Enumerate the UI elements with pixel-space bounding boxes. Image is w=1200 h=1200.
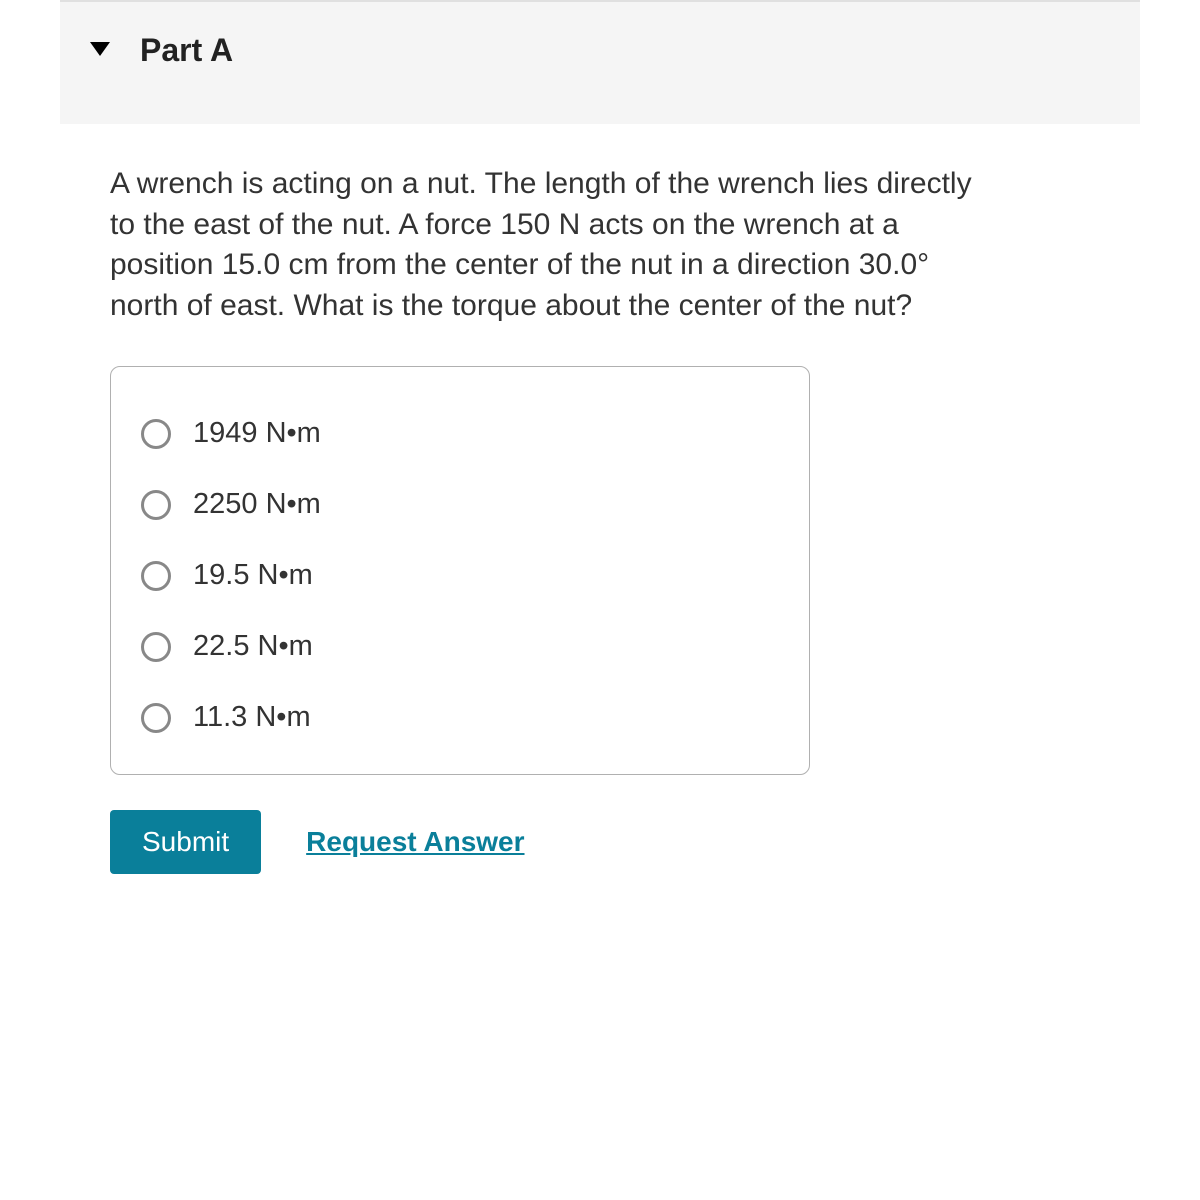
option-row[interactable]: 19.5 N•m [141,559,779,592]
radio-icon[interactable] [141,703,171,733]
content-area: A wrench is acting on a nut. The length … [0,124,1000,874]
option-label: 11.3 N•m [193,701,311,734]
part-title: Part A [140,32,233,69]
option-row[interactable]: 11.3 N•m [141,701,779,734]
radio-icon[interactable] [141,419,171,449]
radio-icon[interactable] [141,561,171,591]
part-header[interactable]: Part A [60,2,1140,124]
option-label: 22.5 N•m [193,630,313,663]
option-label: 2250 N•m [193,488,321,521]
options-box: 1949 N•m 2250 N•m 19.5 N•m 22.5 N•m 11.3… [110,366,810,775]
option-label: 1949 N•m [193,417,321,450]
radio-icon[interactable] [141,490,171,520]
actions-row: Submit Request Answer [110,810,1000,874]
option-row[interactable]: 22.5 N•m [141,630,779,663]
option-row[interactable]: 2250 N•m [141,488,779,521]
radio-icon[interactable] [141,632,171,662]
submit-button[interactable]: Submit [110,810,261,874]
option-row[interactable]: 1949 N•m [141,417,779,450]
option-label: 19.5 N•m [193,559,313,592]
request-answer-link[interactable]: Request Answer [306,826,524,858]
caret-down-icon [90,42,110,56]
question-text: A wrench is acting on a nut. The length … [110,164,1000,326]
